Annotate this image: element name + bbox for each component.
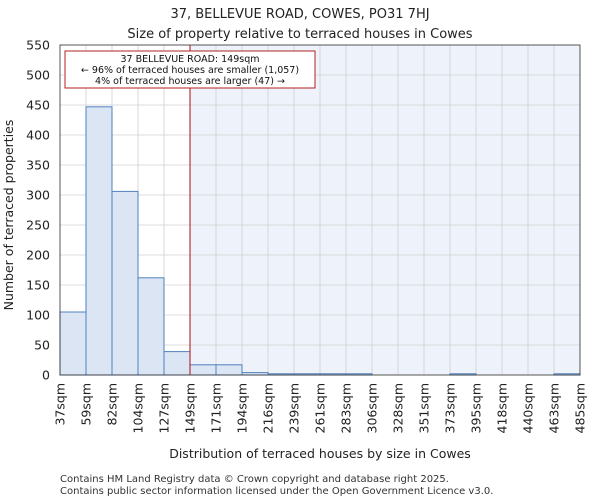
y-axis-label: Number of terraced properties bbox=[1, 120, 16, 311]
histogram-bar bbox=[59, 311, 87, 376]
annotation-line-3: 4% of terraced houses are larger (47) → bbox=[95, 76, 285, 87]
y-tick-label: 50 bbox=[34, 338, 50, 353]
x-tick-label: 216sqm bbox=[261, 383, 276, 433]
x-tick-label: 82sqm bbox=[105, 383, 120, 426]
y-tick-label: 400 bbox=[26, 128, 50, 143]
x-tick-label: 440sqm bbox=[521, 383, 536, 433]
y-tick-label: 250 bbox=[26, 218, 50, 233]
annotation-line-2: ← 96% of terraced houses are smaller (1,… bbox=[81, 65, 299, 76]
y-tick-label: 350 bbox=[26, 158, 50, 173]
x-tick-label: 104sqm bbox=[131, 383, 146, 433]
x-tick-label: 59sqm bbox=[79, 383, 94, 426]
x-tick-label: 283sqm bbox=[339, 383, 354, 433]
y-tick-label: 200 bbox=[26, 248, 50, 263]
footer-line-1: Contains HM Land Registry data © Crown c… bbox=[60, 474, 449, 485]
x-axis-label: Distribution of terraced houses by size … bbox=[169, 446, 471, 461]
plot-area: 0 50 100 150 200 250 300 350 400 450 500 550 37sqm 59… bbox=[26, 38, 587, 434]
chart-title: 37, BELLEVUE ROAD, COWES, PO31 7HJ bbox=[170, 7, 429, 22]
histogram-bar bbox=[163, 351, 191, 376]
x-tick-label: 418sqm bbox=[495, 383, 510, 433]
plot-frame bbox=[59, 44, 581, 376]
larger-region-shade bbox=[190, 45, 580, 375]
y-tick-label: 150 bbox=[26, 278, 50, 293]
x-tick-label: 373sqm bbox=[443, 383, 458, 433]
annotation-line-1: 37 BELLEVUE ROAD: 149sqm bbox=[120, 54, 259, 65]
histogram-bar bbox=[137, 277, 165, 376]
x-tick-label: 485sqm bbox=[573, 383, 588, 433]
y-tick-label: 500 bbox=[26, 68, 50, 83]
histogram-bar bbox=[189, 364, 217, 376]
x-tick-label: 171sqm bbox=[209, 383, 224, 433]
y-tick-label: 100 bbox=[26, 308, 50, 323]
x-tick-label: 149sqm bbox=[183, 383, 198, 433]
x-tick-label: 328sqm bbox=[391, 383, 406, 433]
footer-line-2: Contains public sector information licen… bbox=[60, 486, 493, 497]
histogram-bar bbox=[111, 190, 139, 376]
x-tick-label: 351sqm bbox=[417, 383, 432, 433]
histogram-bar bbox=[85, 106, 113, 376]
y-tick-label: 550 bbox=[26, 38, 50, 53]
histogram-bar bbox=[215, 364, 243, 376]
x-tick-label: 194sqm bbox=[235, 383, 250, 433]
y-tick-label: 450 bbox=[26, 98, 50, 113]
annotation-box bbox=[64, 50, 316, 89]
y-tick-label: 0 bbox=[42, 368, 50, 383]
x-tick-label: 239sqm bbox=[287, 383, 302, 433]
x-tick-label: 395sqm bbox=[469, 383, 484, 433]
y-tick-label: 300 bbox=[26, 188, 50, 203]
x-tick-label: 37sqm bbox=[53, 383, 68, 426]
x-tick-label: 463sqm bbox=[547, 383, 562, 433]
x-tick-label: 127sqm bbox=[157, 383, 172, 433]
x-tick-label: 261sqm bbox=[313, 383, 328, 433]
chart-subtitle: Size of property relative to terraced ho… bbox=[127, 27, 472, 42]
x-tick-label: 306sqm bbox=[365, 383, 380, 433]
